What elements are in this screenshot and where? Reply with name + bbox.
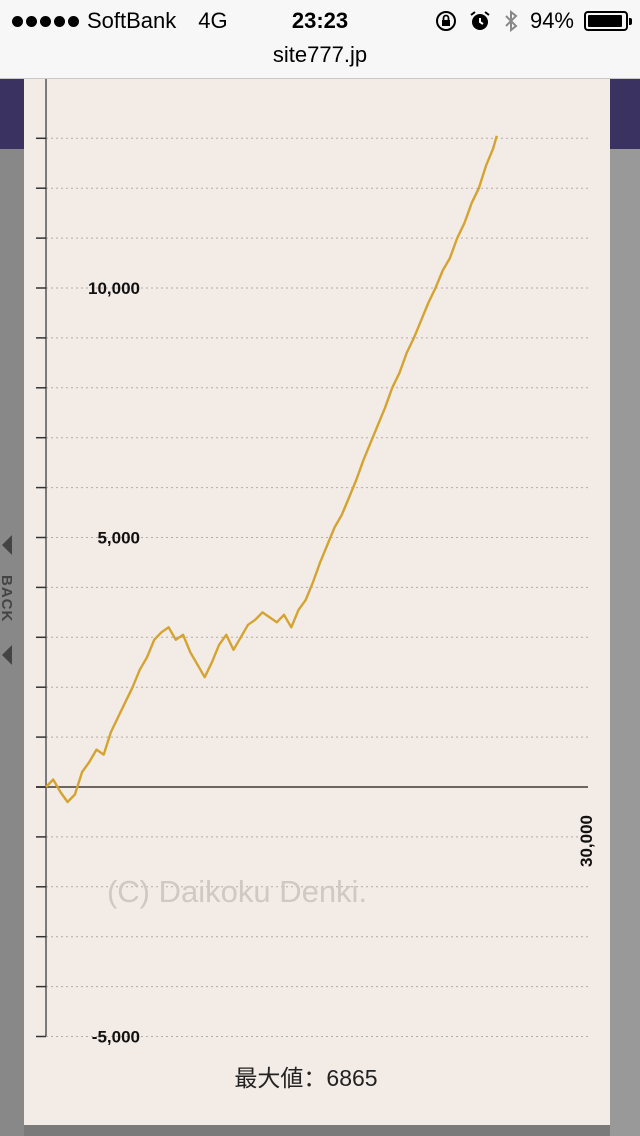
y-tick-label: -5,000: [92, 1028, 140, 1047]
back-label: BACK: [0, 575, 15, 623]
back-tab[interactable]: BACK: [0, 535, 20, 665]
chart-panel: -5,000 5,000 10,000 (C) Daikoku Denki. 30,…: [24, 79, 610, 1125]
left-page-edge: [0, 79, 24, 1136]
series-line: [45, 135, 498, 804]
y-tick-marks: [36, 137, 46, 1038]
signal-strength-icon: [12, 15, 79, 27]
slump-graph: -5,000 5,000 10,000 (C) Daikoku Denki. 30,…: [36, 79, 596, 1091]
y-tick-labels: -5,000 5,000 10,000: [88, 279, 140, 1047]
right-page-edge: [610, 79, 640, 1136]
grid-lines: [46, 137, 588, 1037]
status-bar: SoftBank 4G 23:23 94%: [0, 0, 640, 40]
battery-fill: [588, 15, 622, 27]
y-tick-label: 5,000: [97, 529, 140, 548]
back-arrow-bottom-icon: [2, 645, 12, 665]
bluetooth-icon: [505, 9, 518, 33]
alarm-clock-icon: [470, 11, 490, 30]
battery-percent: 94%: [529, 8, 574, 33]
url-text[interactable]: site777.jp: [272, 42, 368, 67]
x-tick-label-30000: 30,000: [577, 815, 596, 867]
battery-icon: [584, 11, 632, 31]
rotation-lock-icon: [435, 11, 456, 31]
address-bar[interactable]: site777.jp: [0, 40, 640, 79]
back-arrow-icon: [2, 535, 12, 555]
status-icons: 94%: [434, 8, 632, 34]
watermark: (C) Daikoku Denki.: [107, 874, 367, 909]
max-value-label: 最大値：6865: [234, 1065, 377, 1091]
carrier-name: SoftBank: [87, 8, 177, 33]
carrier-info: SoftBank 4G: [12, 8, 228, 34]
network-type: 4G: [198, 8, 228, 33]
clock: 23:23: [291, 8, 349, 33]
y-tick-label: 10,000: [88, 279, 140, 298]
